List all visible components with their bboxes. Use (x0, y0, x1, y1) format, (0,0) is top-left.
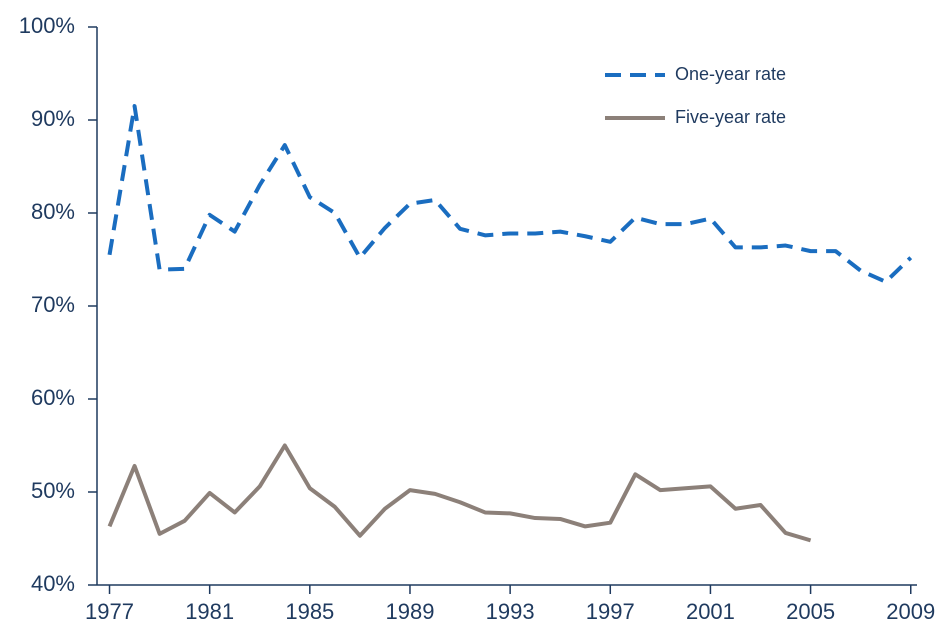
series-line (107, 104, 913, 284)
legend-label: Five-year rate (675, 107, 786, 127)
y-tick-label: 100% (19, 13, 75, 38)
series-line (107, 443, 812, 543)
x-tick-label: 1997 (586, 599, 635, 624)
y-tick-label: 40% (31, 571, 75, 596)
x-tick-label: 1977 (85, 599, 134, 624)
x-tick-label: 1981 (185, 599, 234, 624)
x-tick-label: 2009 (886, 599, 935, 624)
x-tick-label: 2001 (686, 599, 735, 624)
x-tick-label: 2005 (786, 599, 835, 624)
x-tick-label: 1989 (386, 599, 435, 624)
y-tick-label: 70% (31, 292, 75, 317)
y-tick-label: 60% (31, 385, 75, 410)
legend-label: One-year rate (675, 64, 786, 84)
x-tick-label: 1985 (285, 599, 334, 624)
x-tick-label: 1993 (486, 599, 535, 624)
y-tick-label: 80% (31, 199, 75, 224)
y-tick-label: 50% (31, 478, 75, 503)
y-tick-label: 90% (31, 106, 75, 131)
